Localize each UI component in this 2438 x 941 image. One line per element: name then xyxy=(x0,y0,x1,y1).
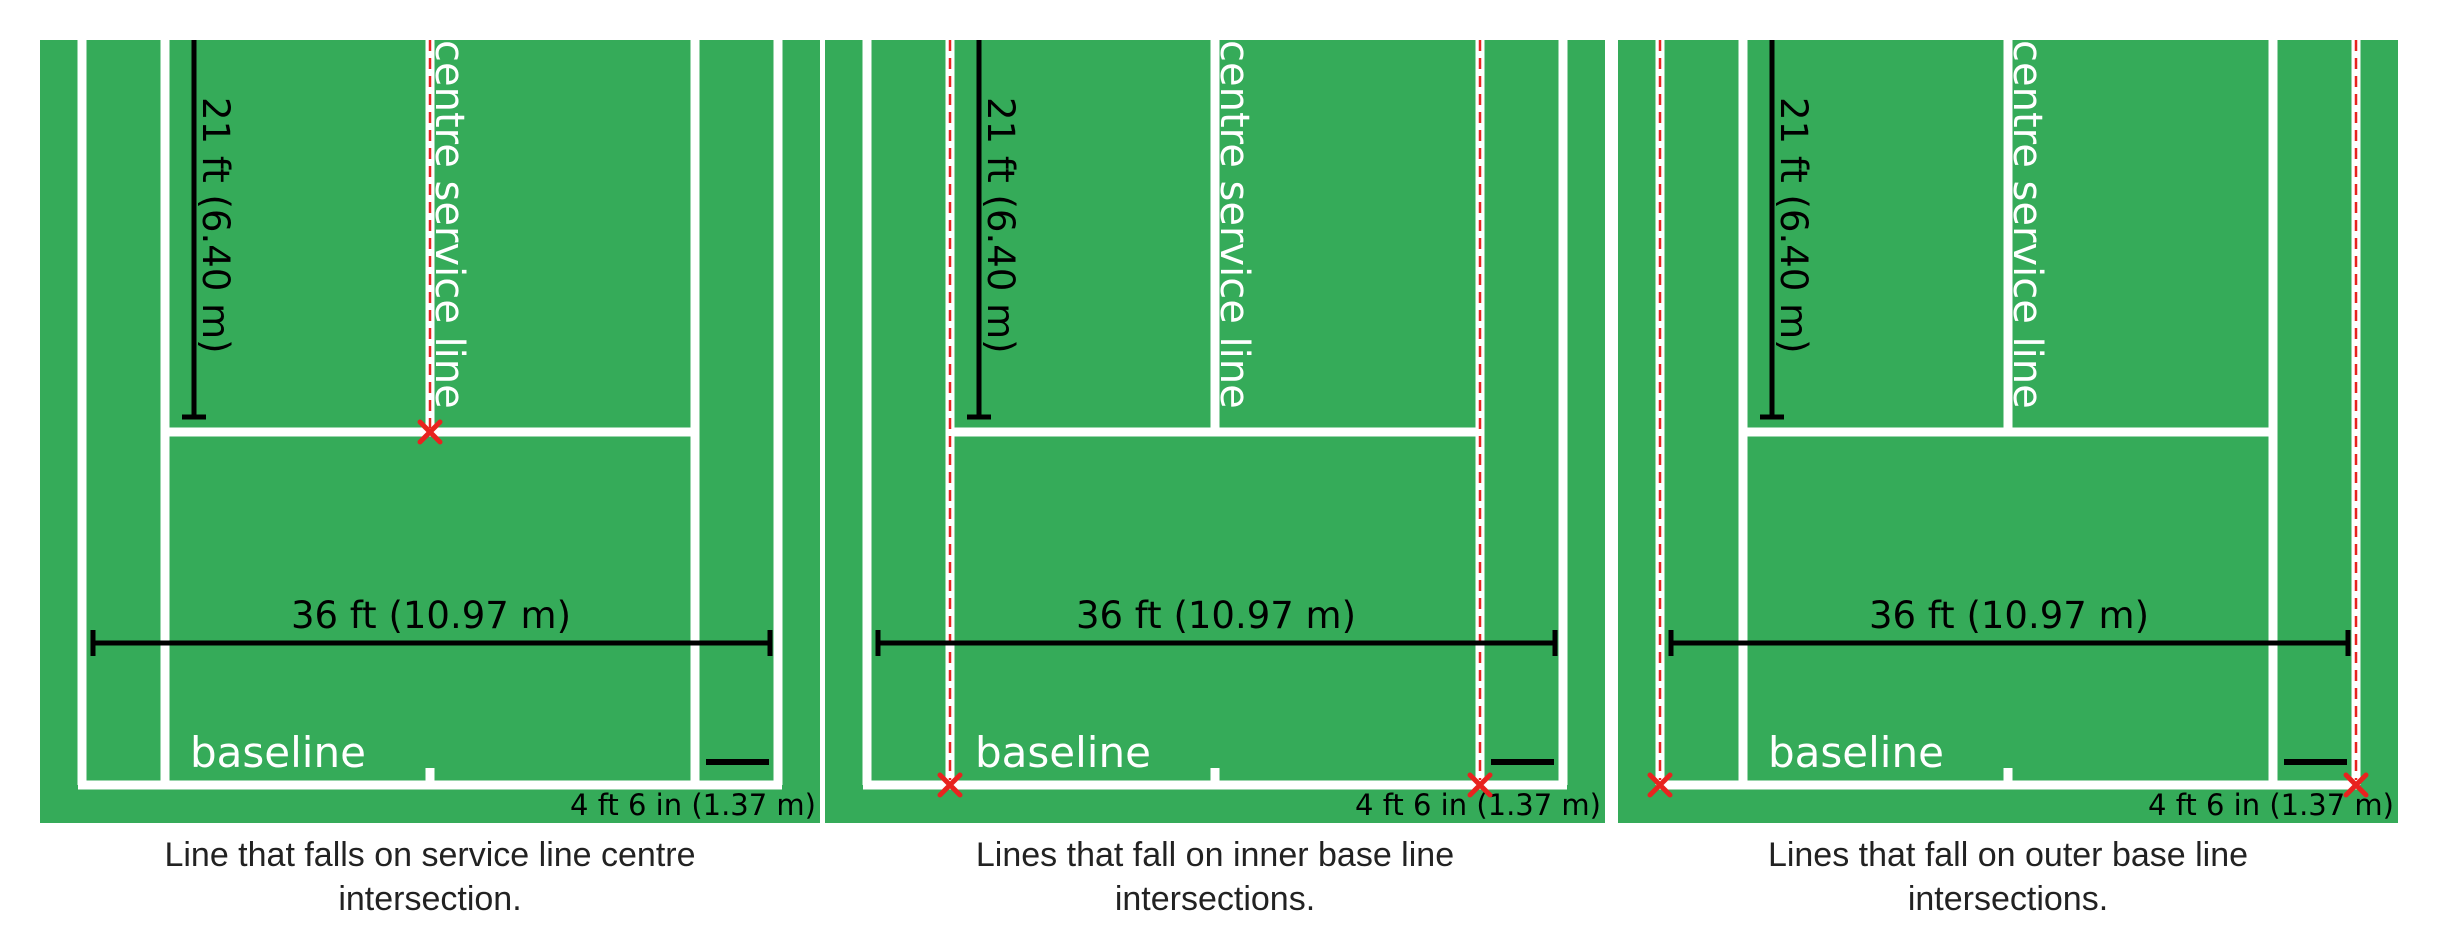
width-measure-label: 36 ft (10.97 m) xyxy=(1076,594,1356,637)
centre-service-label: centre service line xyxy=(426,40,472,409)
baseline-label: baseline xyxy=(190,728,366,777)
width-measure-label: 36 ft (10.97 m) xyxy=(1869,594,2149,637)
width-measure-label: 36 ft (10.97 m) xyxy=(291,594,571,637)
intersection-marker-x-left xyxy=(937,772,963,798)
centre-service-label: centre service line xyxy=(2004,40,2050,409)
centre-service-label: centre service line xyxy=(1211,40,1257,409)
width-measure xyxy=(90,630,773,656)
panel-service-line-centre: centre service line 21 ft (6.40 m) 36 ft… xyxy=(40,40,820,823)
alley-width-label: 4 ft 6 in (1.37 m) xyxy=(570,788,816,822)
baseline-label: baseline xyxy=(1768,728,1944,777)
panel-inner-baseline: centre service line 21 ft (6.40 m) 36 ft… xyxy=(825,40,1605,823)
caption-service-line-centre: Line that falls on service line centre i… xyxy=(164,836,696,918)
baseline-label: baseline xyxy=(975,728,1151,777)
vertical-measure-label: 21 ft (6.40 m) xyxy=(194,97,237,354)
intersection-marker-x-right xyxy=(2343,772,2369,798)
caption-inner-baseline: Lines that fall on inner base line inter… xyxy=(975,836,1455,918)
intersection-marker-x-left xyxy=(1647,772,1673,798)
panel-outer-baseline: centre service line 21 ft (6.40 m) 36 ft… xyxy=(1618,40,2398,823)
width-measure xyxy=(875,630,1558,656)
court-lines xyxy=(1655,40,2361,790)
vertical-measure xyxy=(967,40,991,420)
intersection-marker-x-right xyxy=(1467,772,1493,798)
vertical-measure-label: 21 ft (6.40 m) xyxy=(979,97,1022,354)
width-measure xyxy=(1668,630,2351,656)
intersection-marker-x xyxy=(417,419,443,445)
vertical-measure-label: 21 ft (6.40 m) xyxy=(1772,97,1815,354)
caption-outer-baseline: Lines that fall on outer base line inter… xyxy=(1767,836,2249,918)
vertical-measure xyxy=(1760,40,1784,420)
alley-width-label: 4 ft 6 in (1.37 m) xyxy=(1355,788,1601,822)
vertical-measure xyxy=(182,40,206,420)
alley-width-label: 4 ft 6 in (1.37 m) xyxy=(2148,788,2394,822)
